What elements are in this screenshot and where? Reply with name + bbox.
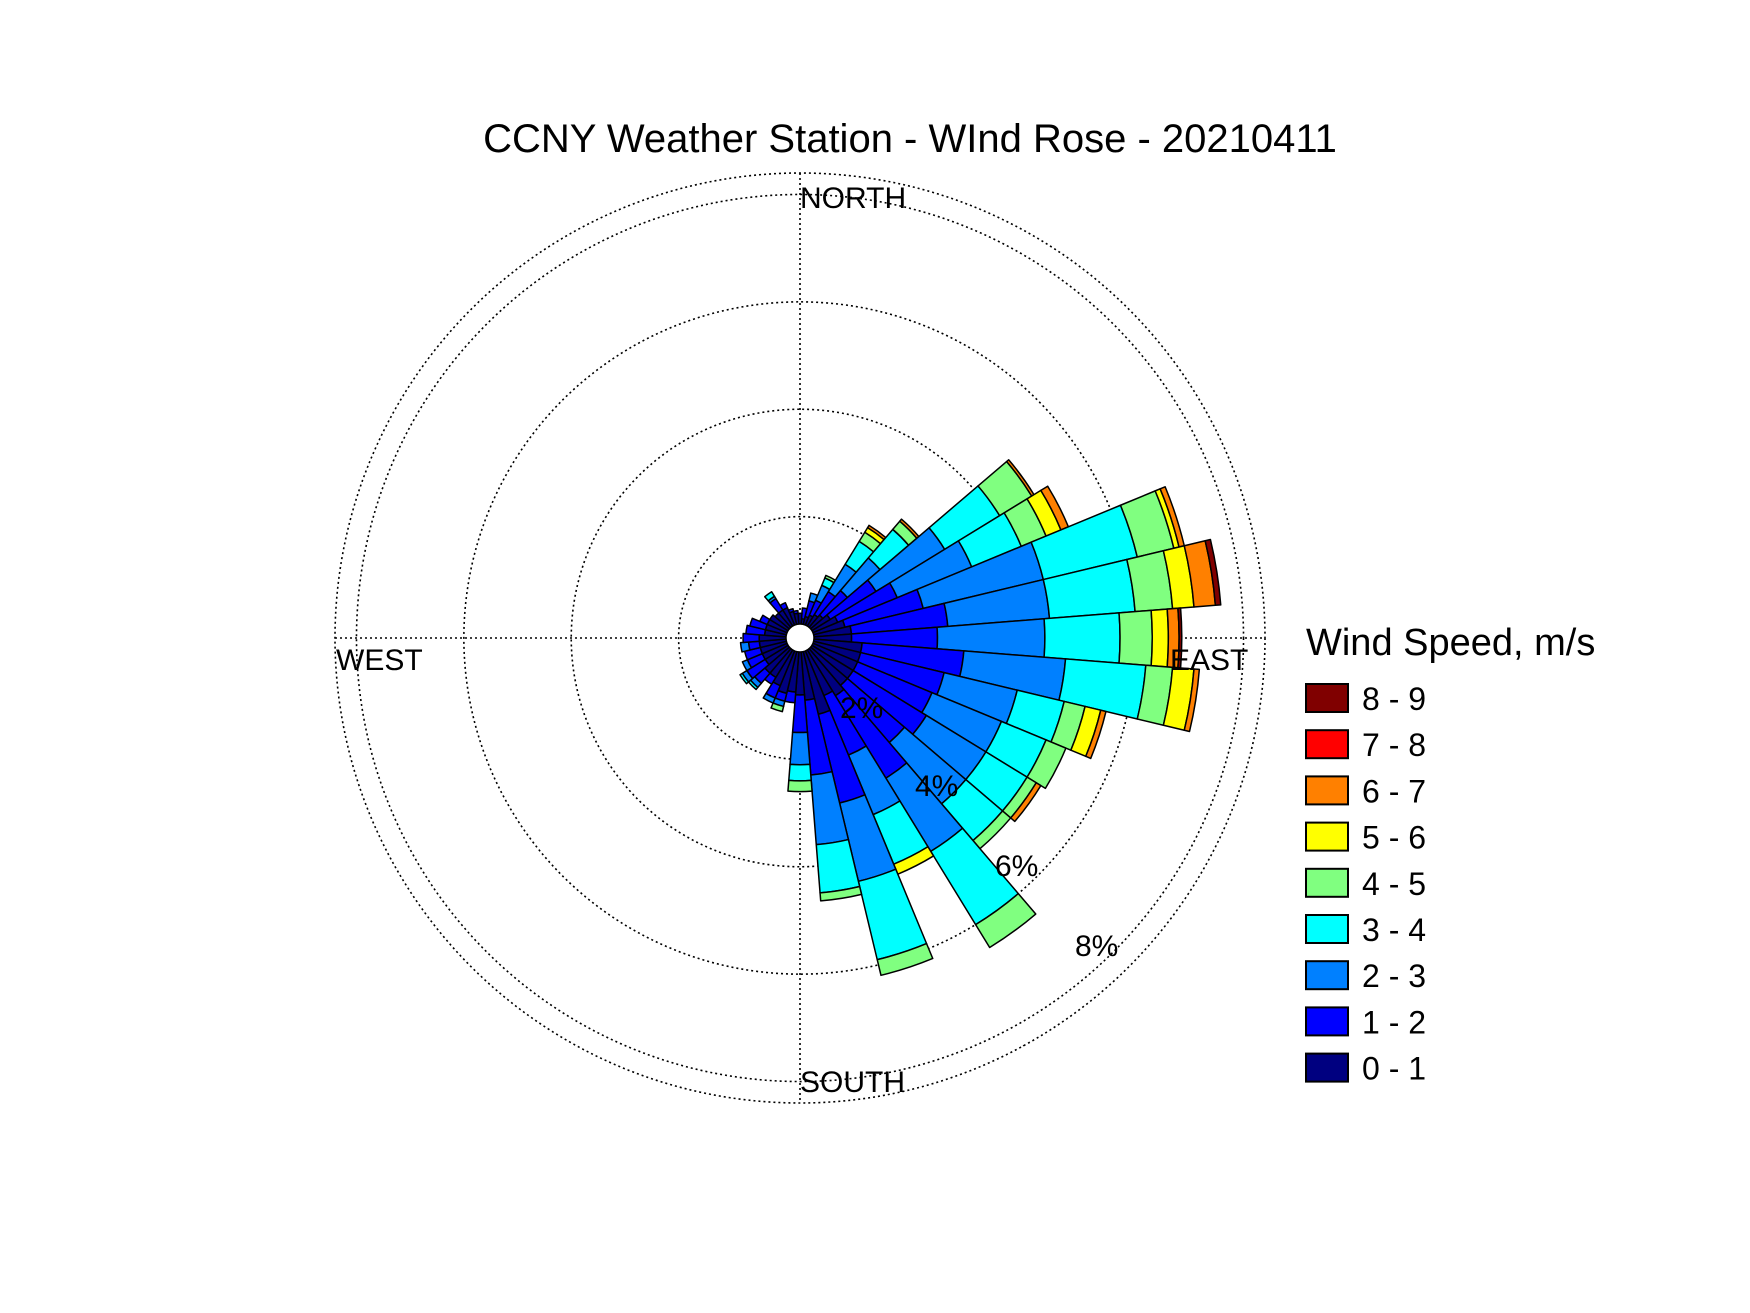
- sector-288-bin-1: [749, 617, 768, 631]
- sector-144-bin-4: [974, 892, 1037, 949]
- legend-label-2: 6 - 7: [1362, 773, 1426, 809]
- sector-324-bin-3: [764, 590, 776, 602]
- sector-108-bin-6: [1085, 709, 1107, 760]
- sector-99-bin-6: [1183, 668, 1201, 733]
- sector-180-bin-4: [787, 779, 813, 793]
- sector-90-bin-5: [1150, 608, 1170, 668]
- sector-180-bin-2: [789, 731, 811, 766]
- sector-126-bin-6: [1009, 782, 1042, 823]
- legend-title: Wind Speed, m/s: [1306, 622, 1595, 664]
- sector-333-bin-1: [779, 601, 789, 611]
- legend-swatch-6: [1305, 960, 1349, 991]
- sector-234-bin-3: [739, 672, 750, 685]
- sector-81-bin-8: [1204, 538, 1222, 607]
- sector-342-bin-1: [787, 607, 795, 614]
- sector-162-bin-4: [876, 942, 934, 977]
- sector-0-bin-0: [797, 612, 803, 625]
- chart-title: CCNY Weather Station - WInd Rose - 20210…: [483, 117, 1337, 161]
- legend-label-5: 3 - 4: [1362, 912, 1426, 948]
- legend-label-4: 4 - 5: [1362, 866, 1426, 902]
- ring-label-2: 2%: [840, 692, 883, 725]
- west-label: WEST: [336, 644, 423, 677]
- legend-label-8: 0 - 1: [1362, 1051, 1426, 1087]
- east-label: EAST: [1170, 644, 1248, 677]
- legend-label-1: 7 - 8: [1362, 727, 1426, 763]
- sector-297-bin-1: [759, 614, 771, 626]
- sector-270-bin-1: [742, 632, 761, 644]
- sector-162-bin-3: [857, 868, 928, 961]
- hub-circle: [785, 623, 815, 653]
- legend-swatch-0: [1305, 683, 1349, 713]
- sector-279-bin-1: [745, 624, 767, 636]
- sector-90-bin-4: [1118, 609, 1153, 667]
- legend-label-3: 5 - 6: [1362, 820, 1426, 856]
- sector-117-bin-4: [1026, 739, 1067, 790]
- legend-swatch-5: [1305, 914, 1349, 944]
- sector-171-bin-4: [819, 885, 863, 902]
- north-label: NORTH: [800, 182, 906, 215]
- wind-sectors: [739, 459, 1222, 977]
- sector-261-bin-2: [739, 641, 751, 653]
- legend-label-0: 8 - 9: [1362, 681, 1426, 717]
- sector-90-bin-3: [1043, 612, 1121, 664]
- sector-207-bin-2: [762, 692, 776, 704]
- ring-label-6: 6%: [995, 850, 1038, 883]
- ring-label-4: 4%: [915, 770, 958, 803]
- legend-label-7: 1 - 2: [1362, 1004, 1426, 1040]
- legend: 8 - 9 7 - 8 6 - 7 5 - 6 4 - 5 3 - 4 2 - 3 1 - 2…: [1305, 681, 1426, 1087]
- ring-label-8: 8%: [1075, 930, 1118, 963]
- sector-198-bin-4: [770, 702, 785, 713]
- sector-243-bin-2: [741, 659, 753, 672]
- sector-180-bin-3: [788, 763, 812, 782]
- south-label: SOUTH: [800, 1066, 905, 1099]
- legend-swatch-8: [1305, 1052, 1349, 1083]
- legend-swatch-1: [1305, 729, 1349, 760]
- legend-label-6: 2 - 3: [1362, 958, 1426, 994]
- grid-ring-4: [355, 193, 1245, 1083]
- center-hub: [785, 623, 815, 653]
- legend-swatch-7: [1305, 1006, 1349, 1037]
- legend-swatch-4: [1305, 867, 1349, 898]
- legend-swatch-2: [1305, 775, 1349, 806]
- legend-swatch-3: [1305, 821, 1349, 852]
- sector-351-bin-1: [792, 609, 799, 615]
